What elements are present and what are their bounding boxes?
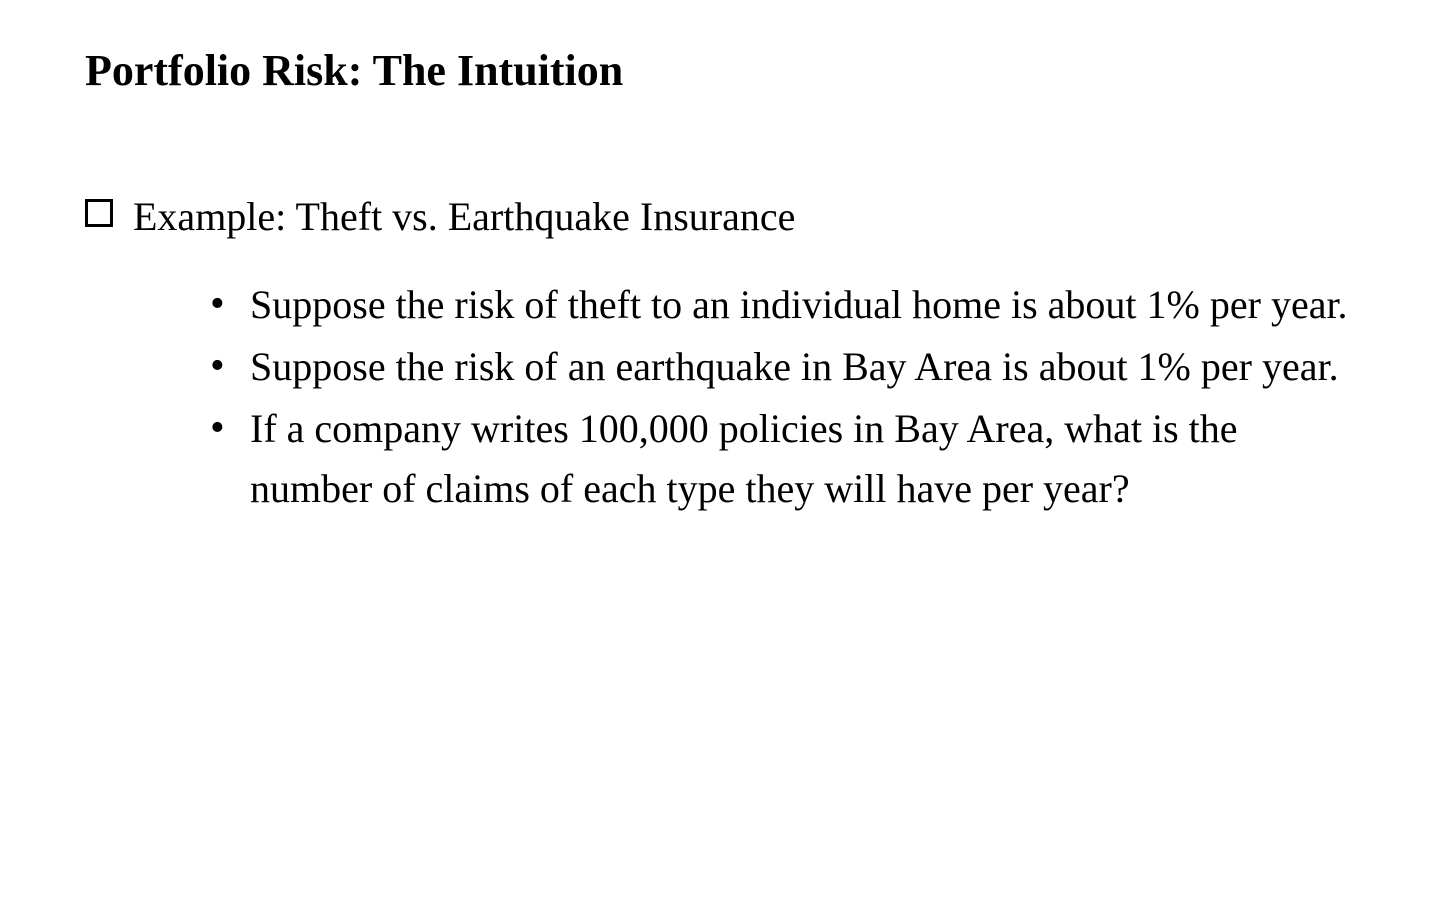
main-bullet-item: Example: Theft vs. Earthquake Insurance (85, 191, 1355, 243)
sub-bullet-item: Suppose the risk of an earthquake in Bay… (200, 337, 1355, 397)
sub-bullet-list: Suppose the risk of theft to an individu… (85, 275, 1355, 519)
sub-bullet-text: Suppose the risk of theft to an individu… (250, 282, 1348, 327)
main-bullet-text: Example: Theft vs. Earthquake Insurance (133, 194, 795, 239)
sub-bullet-text: Suppose the risk of an earthquake in Bay… (250, 344, 1339, 389)
sub-bullet-text: If a company writes 100,000 policies in … (250, 406, 1238, 511)
sub-bullet-item: If a company writes 100,000 policies in … (200, 399, 1355, 519)
sub-bullet-item: Suppose the risk of theft to an individu… (200, 275, 1355, 335)
slide-title: Portfolio Risk: The Intuition (85, 45, 1355, 96)
square-bullet-icon (85, 199, 113, 227)
